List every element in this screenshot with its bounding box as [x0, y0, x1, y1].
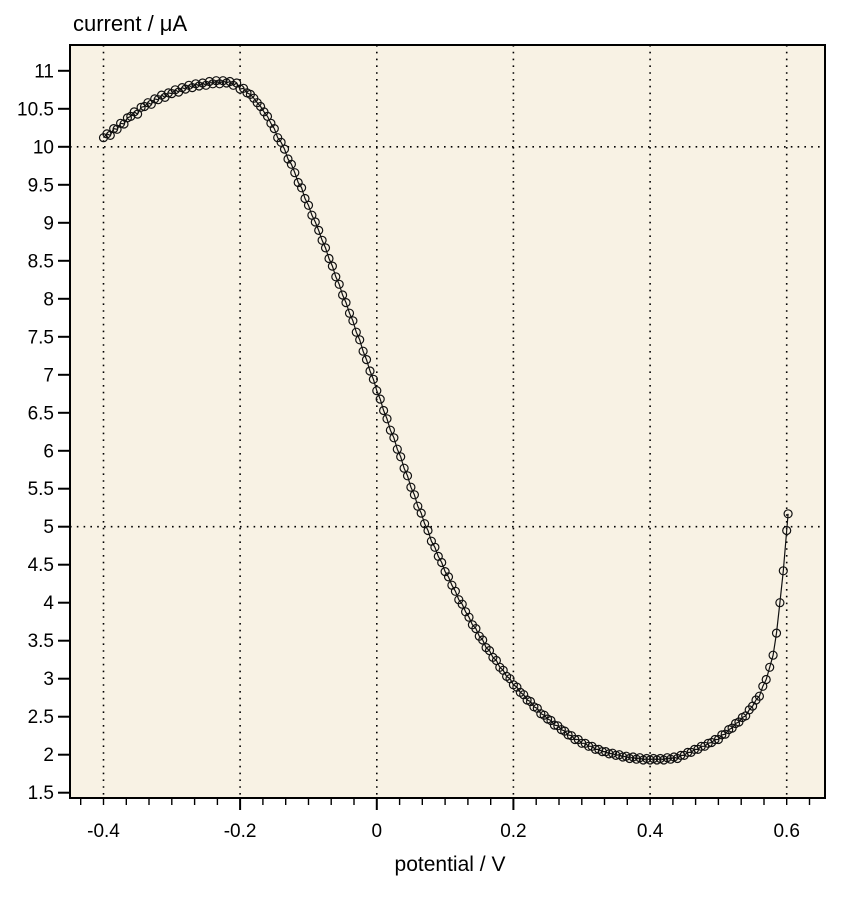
- chart-title: current / μA: [73, 11, 187, 36]
- plot-background: [70, 45, 825, 798]
- svg-text:3.5: 3.5: [28, 631, 54, 652]
- svg-text:5: 5: [43, 517, 54, 538]
- axis-tick-labels: -0.4 -0.2 0 0.2 0.4 0.6 1.5 2 2.5 3 3.5 4 4.5 5 5.5 6 6.…: [17, 61, 800, 842]
- svg-text:5.5: 5.5: [28, 479, 54, 500]
- data-series: [98, 76, 793, 765]
- svg-text:-0.4: -0.4: [87, 821, 120, 842]
- svg-text:1.5: 1.5: [28, 783, 54, 804]
- svg-text:0.6: 0.6: [773, 821, 799, 842]
- svg-text:11: 11: [34, 61, 54, 82]
- svg-text:8: 8: [43, 289, 54, 310]
- svg-text:9.5: 9.5: [28, 175, 54, 196]
- svg-text:3: 3: [43, 669, 54, 690]
- svg-text:2: 2: [43, 745, 54, 766]
- svg-text:4: 4: [43, 593, 54, 614]
- svg-text:6: 6: [43, 441, 54, 462]
- svg-text:7.5: 7.5: [28, 327, 54, 348]
- svg-text:0: 0: [372, 821, 383, 842]
- svg-text:10: 10: [33, 137, 54, 158]
- svg-text:9: 9: [43, 213, 54, 234]
- plot-frame: [69, 44, 826, 799]
- svg-text:2.5: 2.5: [28, 707, 54, 728]
- svg-text:7: 7: [43, 365, 54, 386]
- x-axis-label: potential / V: [395, 853, 506, 876]
- svg-text:8.5: 8.5: [28, 251, 54, 272]
- svg-text:10.5: 10.5: [17, 99, 54, 120]
- axis-ticks: [58, 69, 811, 810]
- svg-text:4.5: 4.5: [28, 555, 54, 576]
- svg-text:6.5: 6.5: [28, 403, 54, 424]
- svg-text:0.2: 0.2: [500, 821, 526, 842]
- svg-text:0.4: 0.4: [637, 821, 664, 842]
- svg-text:-0.2: -0.2: [224, 821, 257, 842]
